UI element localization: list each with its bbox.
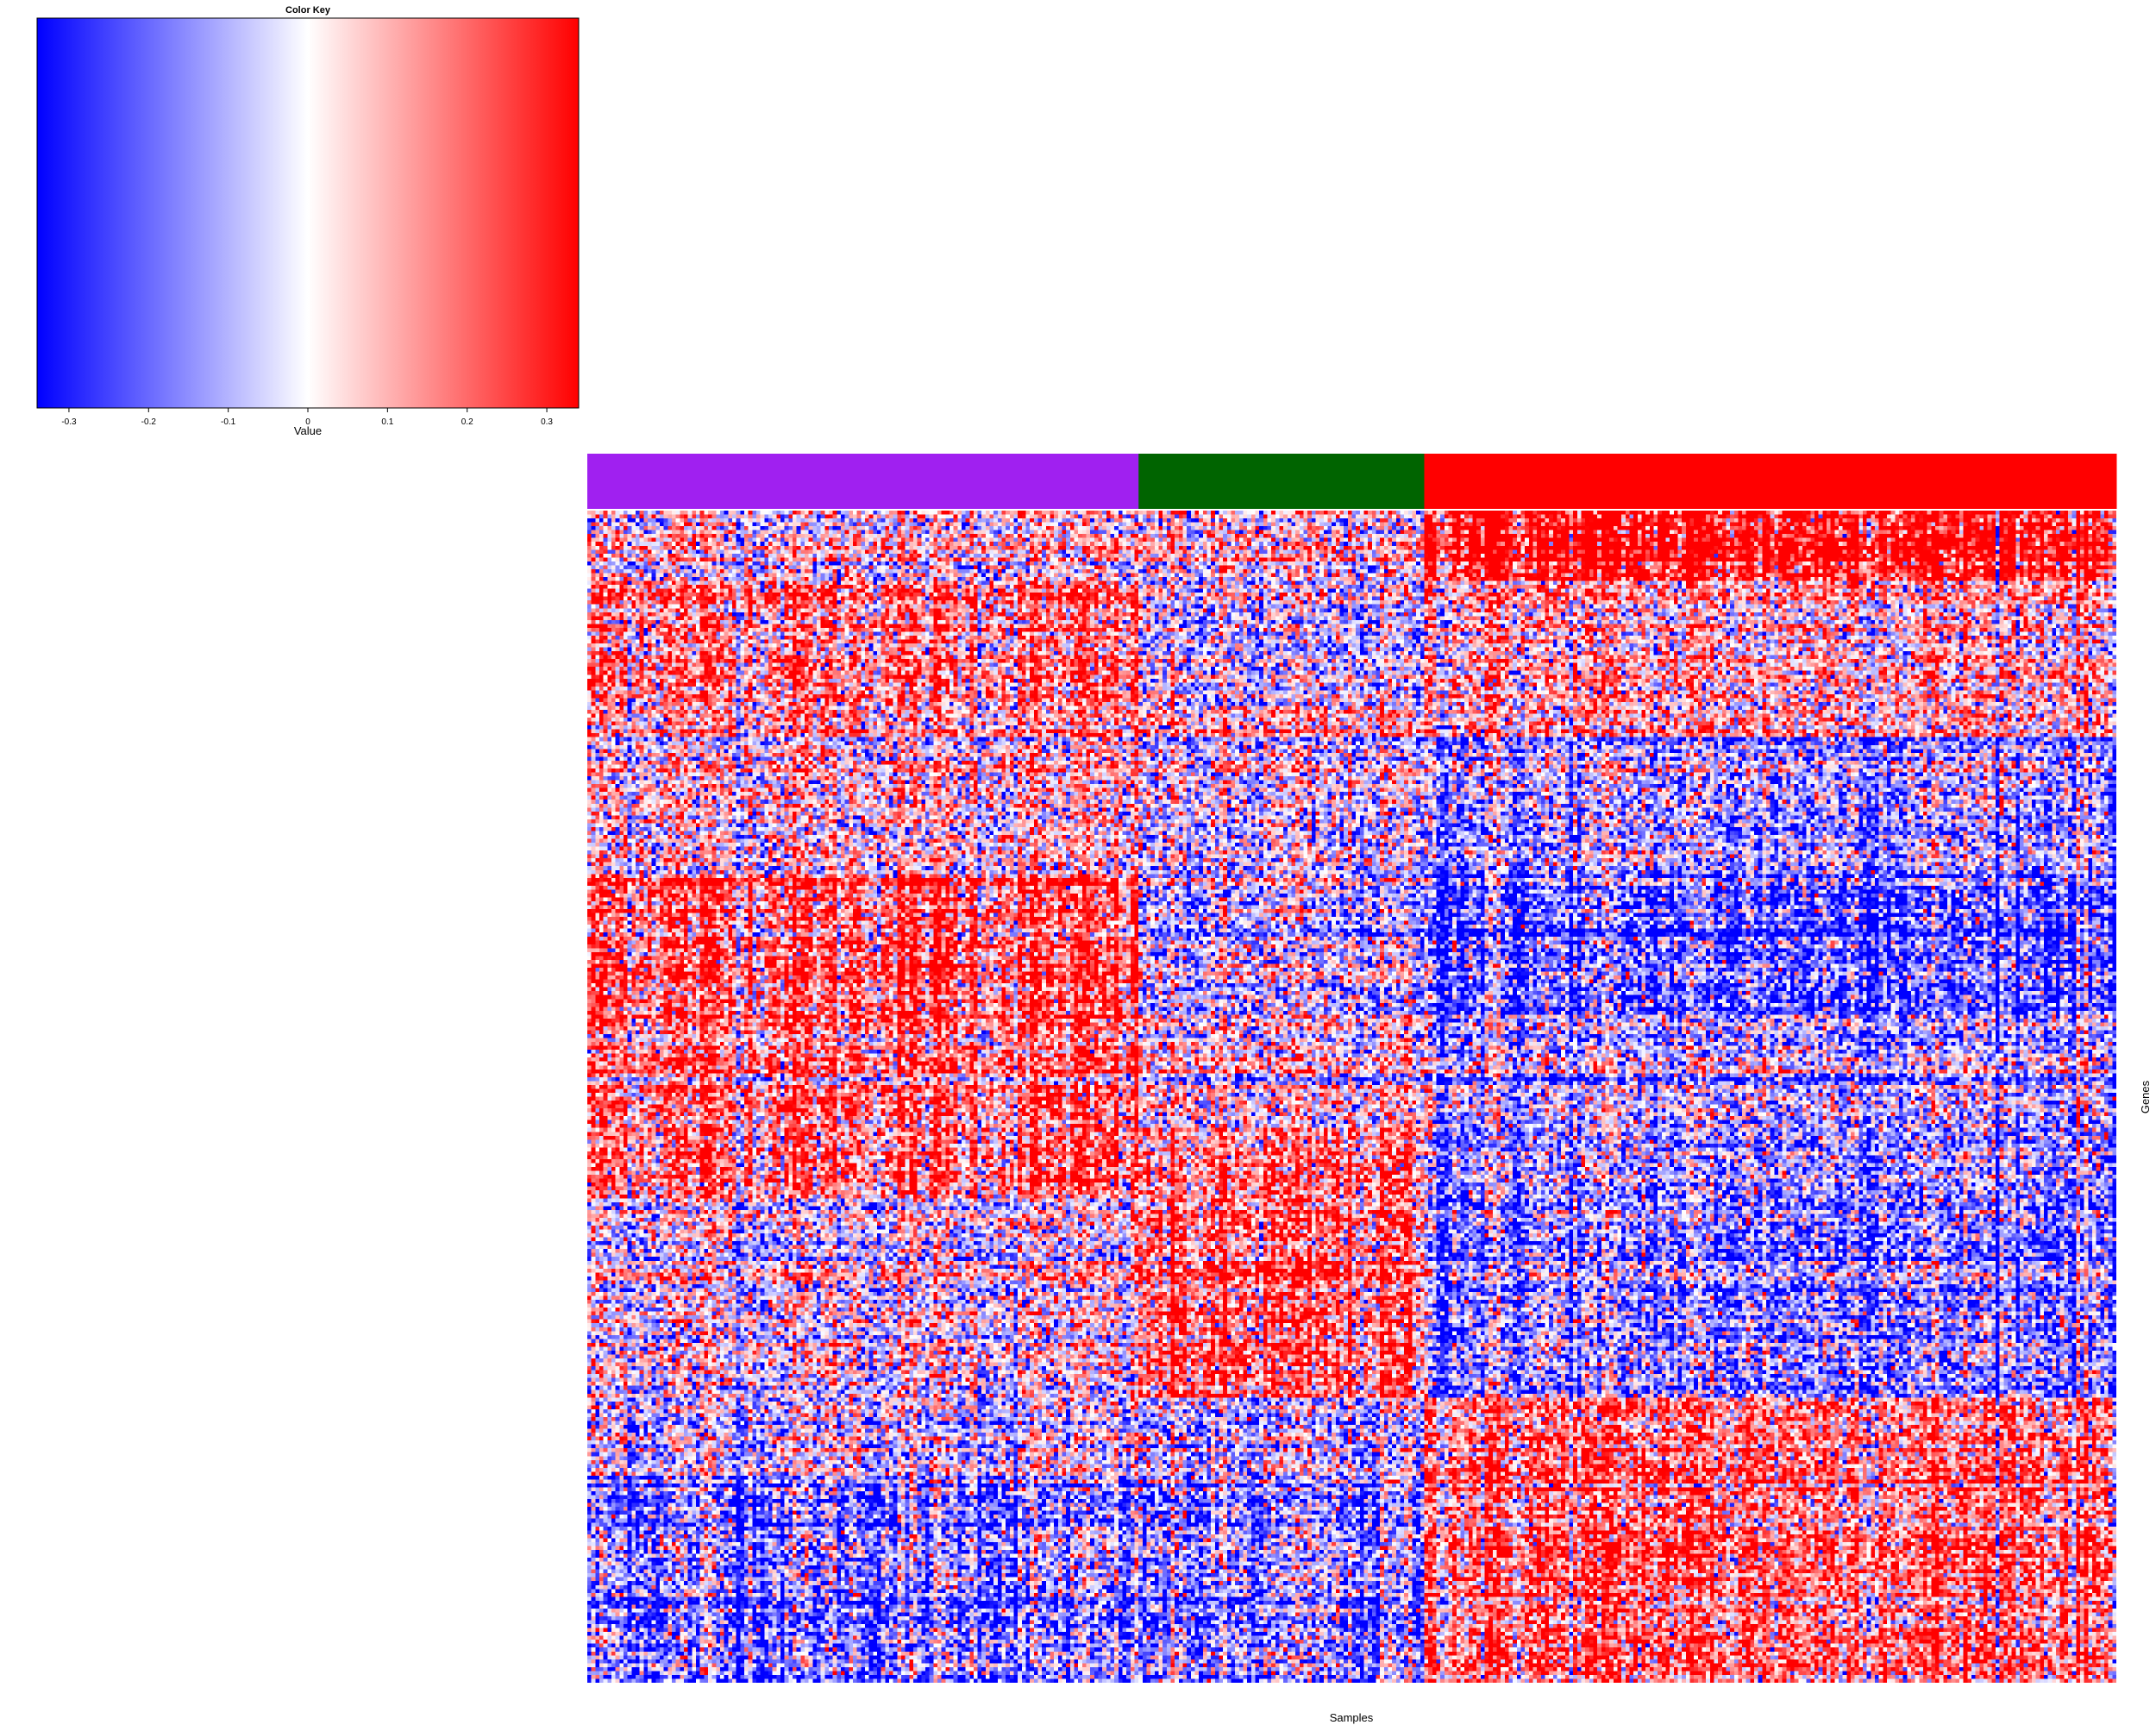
color-key-ticks: -0.3 -0.2 -0.1 0 0.1 0.2 0.3 — [61, 408, 553, 427]
heatmap-cells — [587, 511, 2116, 1683]
color-key-tick-label: 0.1 — [381, 417, 393, 427]
heatmap-ylabel: Genes — [2139, 1080, 2152, 1113]
sample-group-bar — [587, 454, 2117, 509]
color-key-bar — [36, 17, 580, 409]
sample-group-segment — [587, 454, 1139, 509]
sample-group-segment — [1138, 454, 1425, 509]
color-key: Color Key -0.3 -0.2 -0.1 0 0.1 0.2 0.3 Value — [36, 5, 580, 437]
heatmap-xlabel: Samples — [1330, 1711, 1374, 1724]
color-key-tick-label: -0.2 — [141, 417, 157, 427]
color-key-tick-label: 0 — [305, 417, 310, 427]
color-key-tick-label: -0.1 — [221, 417, 236, 427]
color-key-tick-label: 0.3 — [541, 417, 553, 427]
color-key-title: Color Key — [285, 5, 331, 16]
color-key-tick-label: -0.3 — [61, 417, 77, 427]
color-key-xlabel: Value — [294, 424, 322, 437]
color-key-tick-label: 0.2 — [461, 417, 473, 427]
sample-group-segment — [1424, 454, 2117, 509]
